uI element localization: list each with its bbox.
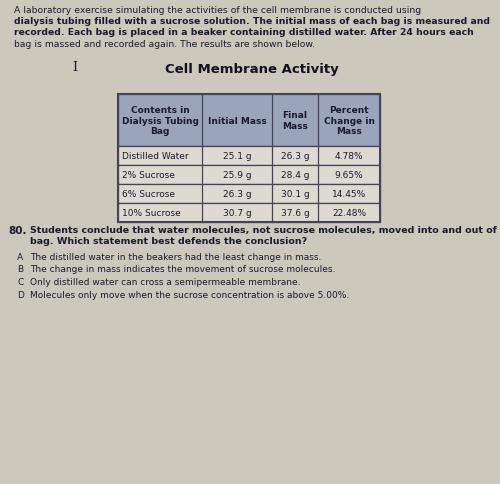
Text: 37.6 g: 37.6 g: [280, 209, 310, 217]
Bar: [118, 166, 380, 184]
Text: 30.7 g: 30.7 g: [222, 209, 252, 217]
Text: 25.1 g: 25.1 g: [222, 151, 252, 161]
Text: 22.48%: 22.48%: [332, 209, 366, 217]
Text: 26.3 g: 26.3 g: [280, 151, 310, 161]
Text: 28.4 g: 28.4 g: [281, 171, 309, 180]
Text: Final
Mass: Final Mass: [282, 111, 308, 131]
Text: recorded. Each bag is placed in a beaker containing distilled water. After 24 ho: recorded. Each bag is placed in a beaker…: [14, 29, 474, 37]
Text: Cell Membrane Activity: Cell Membrane Activity: [165, 63, 339, 76]
Text: 10% Sucrose: 10% Sucrose: [122, 209, 181, 217]
Text: 80.: 80.: [8, 226, 26, 236]
Text: C: C: [17, 277, 23, 287]
Text: A: A: [17, 253, 23, 261]
Text: dialysis tubing filled with a sucrose solution. The initial mass of each bag is : dialysis tubing filled with a sucrose so…: [14, 17, 490, 26]
Text: 30.1 g: 30.1 g: [280, 190, 310, 198]
Text: 25.9 g: 25.9 g: [222, 171, 252, 180]
Text: 26.3 g: 26.3 g: [222, 190, 252, 198]
Text: 4.78%: 4.78%: [334, 151, 364, 161]
Bar: [118, 204, 380, 223]
Text: bag is massed and recorded again. The results are shown below.: bag is massed and recorded again. The re…: [14, 40, 315, 48]
Text: Contents in
Dialysis Tubing
Bag: Contents in Dialysis Tubing Bag: [122, 106, 198, 136]
Text: Percent
Change in
Mass: Percent Change in Mass: [324, 106, 374, 136]
Bar: [118, 147, 380, 166]
Text: The distilled water in the beakers had the least change in mass.: The distilled water in the beakers had t…: [30, 253, 322, 261]
Text: 9.65%: 9.65%: [334, 171, 364, 180]
Text: I: I: [72, 61, 77, 74]
Bar: [118, 95, 380, 223]
Text: D: D: [17, 290, 24, 299]
Text: A laboratory exercise simulating the activities of the cell membrane is conducte: A laboratory exercise simulating the act…: [14, 6, 421, 15]
Bar: [118, 184, 380, 204]
Text: bag. Which statement best defends the conclusion?: bag. Which statement best defends the co…: [30, 237, 307, 245]
Text: Students conclude that water molecules, not sucrose molecules, moved into and ou: Students conclude that water molecules, …: [30, 226, 500, 235]
Text: Initial Mass: Initial Mass: [208, 116, 266, 125]
Text: 14.45%: 14.45%: [332, 190, 366, 198]
Text: B: B: [17, 265, 23, 274]
Text: 2% Sucrose: 2% Sucrose: [122, 171, 175, 180]
Text: The change in mass indicates the movement of sucrose molecules.: The change in mass indicates the movemen…: [30, 265, 336, 274]
Text: 6% Sucrose: 6% Sucrose: [122, 190, 175, 198]
Bar: [118, 95, 380, 147]
Text: Molecules only move when the sucrose concentration is above 5.00%.: Molecules only move when the sucrose con…: [30, 290, 349, 299]
Text: Only distilled water can cross a semipermeable membrane.: Only distilled water can cross a semiper…: [30, 277, 300, 287]
Text: Distilled Water: Distilled Water: [122, 151, 188, 161]
